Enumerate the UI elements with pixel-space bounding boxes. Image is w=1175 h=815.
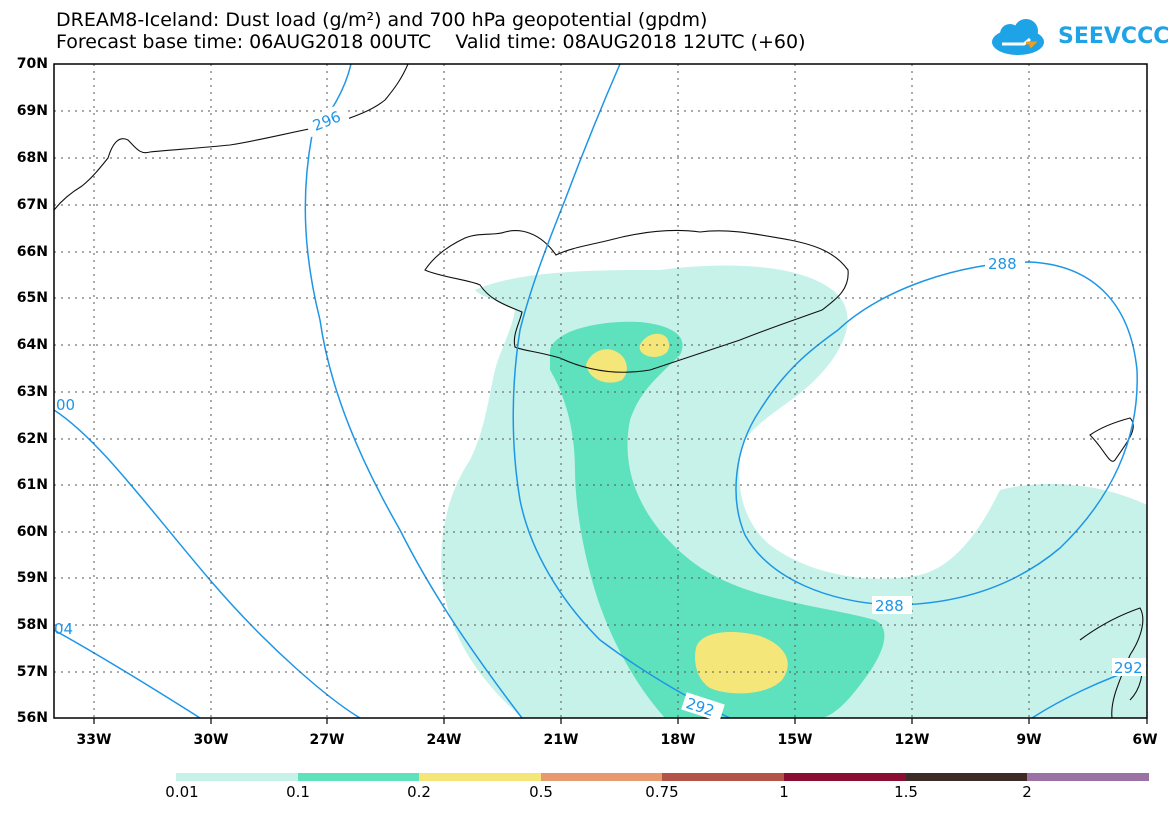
logo-text: SEEVCCC xyxy=(1058,24,1170,49)
coastlines xyxy=(54,64,1144,718)
lat-label-65n: 65N xyxy=(16,290,48,306)
lon-label-27w: 27W xyxy=(309,732,345,748)
colorbar-label-0.01: 0.01 xyxy=(165,783,199,801)
contour-label-292b: 292 xyxy=(1114,659,1143,677)
lat-label-68n: 68N xyxy=(16,150,48,166)
cloud-icon xyxy=(992,19,1044,55)
lat-label-62n: 62N xyxy=(16,431,48,447)
lon-label-12w: 12W xyxy=(894,732,930,748)
plot-frame xyxy=(53,63,1148,719)
colorbar-label-0.1: 0.1 xyxy=(286,783,310,801)
lat-label-64n: 64N xyxy=(16,337,48,353)
lon-label-6w: 6W xyxy=(1132,732,1158,748)
lon-label-24w: 24W xyxy=(426,732,462,748)
seevccc-logo xyxy=(988,18,1158,58)
grid xyxy=(54,64,1147,718)
lon-label-15w: 15W xyxy=(777,732,813,748)
lat-label-69n: 69N xyxy=(16,103,48,119)
lat-label-58n: 58N xyxy=(16,617,48,633)
colorbar xyxy=(176,773,1149,781)
colorbar-label-0.5: 0.5 xyxy=(529,783,553,801)
contour-label-300: 00 xyxy=(56,396,75,414)
lon-label-9w: 9W xyxy=(1016,732,1042,748)
plot-area xyxy=(54,64,1147,718)
lat-label-66n: 66N xyxy=(16,244,48,260)
lat-label-70n: 70N xyxy=(16,56,48,72)
forecast-times: Forecast base time: 06AUG2018 00UTC Vali… xyxy=(56,31,806,53)
contour-label-288a: 288 xyxy=(988,255,1017,273)
lat-label-67n: 67N xyxy=(16,197,48,213)
dust-area-high-3 xyxy=(695,632,788,694)
lat-label-60n: 60N xyxy=(16,524,48,540)
colorbar-label-0.75: 0.75 xyxy=(645,783,679,801)
colorbar-label-0.2: 0.2 xyxy=(407,783,431,801)
lon-label-33w: 33W xyxy=(76,732,112,748)
dust-area-mid xyxy=(550,321,885,718)
lon-label-21w: 21W xyxy=(543,732,579,748)
dust-area-high-1 xyxy=(586,349,627,383)
lon-label-18w: 18W xyxy=(660,732,696,748)
lat-label-56n: 56N xyxy=(16,710,48,726)
lat-label-59n: 59N xyxy=(16,570,48,586)
colorbar-label-1.5: 1.5 xyxy=(894,783,918,801)
map-title: DREAM8-Iceland: Dust load (g/m²) and 700… xyxy=(56,9,708,31)
dust-area-high-2 xyxy=(639,333,670,357)
lat-label-61n: 61N xyxy=(16,477,48,493)
axis-ticks xyxy=(93,718,1148,724)
colorbar-label-1: 1 xyxy=(779,783,789,801)
colorbar-label-2: 2 xyxy=(1022,783,1032,801)
lat-label-63n: 63N xyxy=(16,384,48,400)
lat-label-57n: 57N xyxy=(16,664,48,680)
contour-label-304: 04 xyxy=(54,620,73,638)
lon-label-30w: 30W xyxy=(193,732,229,748)
contour-label-288b: 288 xyxy=(875,597,904,615)
